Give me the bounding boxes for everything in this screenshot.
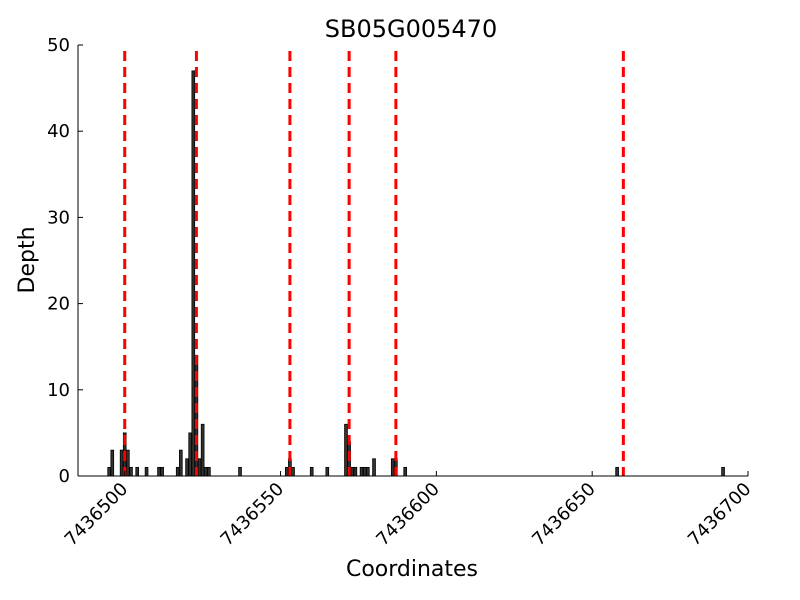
bar [344, 423, 348, 477]
bar [185, 458, 189, 477]
bar [119, 449, 124, 477]
bar [126, 449, 130, 477]
bar [160, 466, 164, 477]
x-tick-label: 7436550 [217, 479, 289, 551]
y-tick-label: 30 [47, 207, 70, 228]
y-tick-label: 50 [47, 35, 70, 56]
bar [135, 466, 140, 477]
bar [207, 466, 211, 477]
marker-lines-layer [123, 51, 625, 476]
bar [390, 458, 395, 477]
bar [175, 466, 180, 477]
bar [359, 466, 364, 477]
bar [284, 466, 289, 477]
axes [77, 45, 748, 477]
bar [309, 466, 314, 477]
bar [372, 458, 376, 477]
bar [191, 70, 196, 477]
y-tick-label: 0 [59, 466, 70, 487]
bar [325, 466, 330, 477]
chart-title: SB05G005470 [325, 15, 497, 43]
x-axis-label: Coordinates [346, 557, 478, 582]
bar [129, 466, 133, 477]
y-tick-label: 10 [47, 380, 70, 401]
bar [615, 466, 619, 477]
bar [238, 466, 242, 477]
x-tick-label: 7436700 [684, 479, 756, 551]
bar [203, 466, 208, 477]
bar [350, 466, 355, 477]
y-tick-label: 40 [47, 121, 70, 142]
bar [353, 466, 358, 477]
bars-layer [107, 70, 725, 477]
bar [362, 466, 367, 477]
bar [291, 466, 295, 477]
y-ticks: 0 10 20 30 40 50 [47, 35, 83, 487]
bar [144, 466, 149, 477]
x-tick-label: 7436600 [372, 479, 444, 551]
x-tick-label: 7436650 [528, 479, 600, 551]
bar [403, 466, 408, 477]
bar [366, 466, 370, 477]
bar [721, 466, 725, 477]
x-tick-label: 7436500 [61, 479, 133, 551]
y-axis-label: Depth [15, 226, 40, 293]
bar [157, 466, 161, 477]
bar [188, 432, 192, 477]
bar [107, 466, 111, 477]
bar [179, 449, 183, 477]
bar [200, 423, 205, 477]
x-ticks: 7436500 7436550 7436600 7436650 7436700 [61, 471, 756, 550]
bar [110, 449, 115, 477]
bar [197, 458, 202, 477]
y-tick-label: 20 [47, 294, 70, 315]
